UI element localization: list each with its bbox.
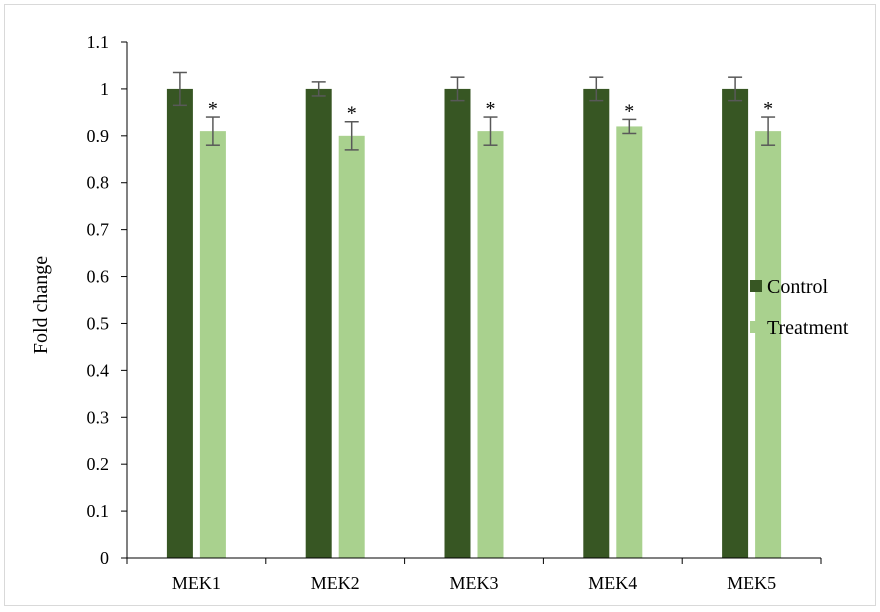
x-tick-labels: MEK1 MEK2 MEK3 MEK4 MEK5 <box>172 573 776 593</box>
axes <box>121 41 822 564</box>
significance-markers: * * * * * <box>208 98 773 125</box>
y-tick-label: 0.2 <box>87 454 110 474</box>
bar-control <box>305 88 332 558</box>
bar-treatment <box>199 131 226 559</box>
bar-treatment <box>338 135 365 558</box>
significance-star: * <box>347 103 357 125</box>
error-bars <box>172 71 776 151</box>
x-tick-label: MEK4 <box>588 573 637 593</box>
y-axis-title: Fold change <box>30 256 52 354</box>
bar-chart: 0 0.1 0.2 0.3 0.4 0.5 0.6 0.7 0.8 0.9 1 1.1 * * * * * M… <box>30 32 849 593</box>
chart-frame: 0 0.1 0.2 0.3 0.4 0.5 0.6 0.7 0.8 0.9 1 1.1 * * * * * M… <box>4 4 876 606</box>
bar-control <box>166 88 193 558</box>
bar-treatment <box>755 131 782 559</box>
legend-swatch-treatment <box>750 321 762 333</box>
x-tick-label: MEK3 <box>450 573 499 593</box>
y-tick-label: 0.3 <box>87 407 110 427</box>
y-tick-label: 0.7 <box>87 220 110 240</box>
y-tick-label: 0.9 <box>87 126 110 146</box>
y-tick-label: 0 <box>100 548 109 568</box>
x-tick-label: MEK1 <box>172 573 221 593</box>
significance-star: * <box>763 98 773 120</box>
bar-control <box>444 88 471 558</box>
legend-swatch-control <box>750 280 762 292</box>
x-tick-label: MEK2 <box>311 573 360 593</box>
y-tick-label: 0.6 <box>87 267 110 287</box>
bar-control <box>583 88 610 558</box>
y-tick-label: 1.1 <box>87 32 110 52</box>
significance-star: * <box>208 98 218 120</box>
legend-label-control: Control <box>767 276 829 298</box>
y-tick-label: 1 <box>100 79 109 99</box>
bar-treatment <box>477 131 504 559</box>
y-tick-label: 0.1 <box>87 501 110 521</box>
y-tick-labels: 0 0.1 0.2 0.3 0.4 0.5 0.6 0.7 0.8 0.9 1 1.1 <box>87 32 110 568</box>
significance-star: * <box>624 100 634 122</box>
y-tick-label: 0.8 <box>87 173 110 193</box>
legend: Control Treatment <box>750 276 849 339</box>
y-tick-label: 0.5 <box>87 313 110 333</box>
x-tick-label: MEK5 <box>727 573 776 593</box>
significance-star: * <box>486 98 496 120</box>
bar-treatment <box>616 126 643 558</box>
bar-control <box>722 88 749 558</box>
bars <box>166 88 782 559</box>
legend-label-treatment: Treatment <box>767 317 849 339</box>
y-tick-label: 0.4 <box>87 360 110 380</box>
